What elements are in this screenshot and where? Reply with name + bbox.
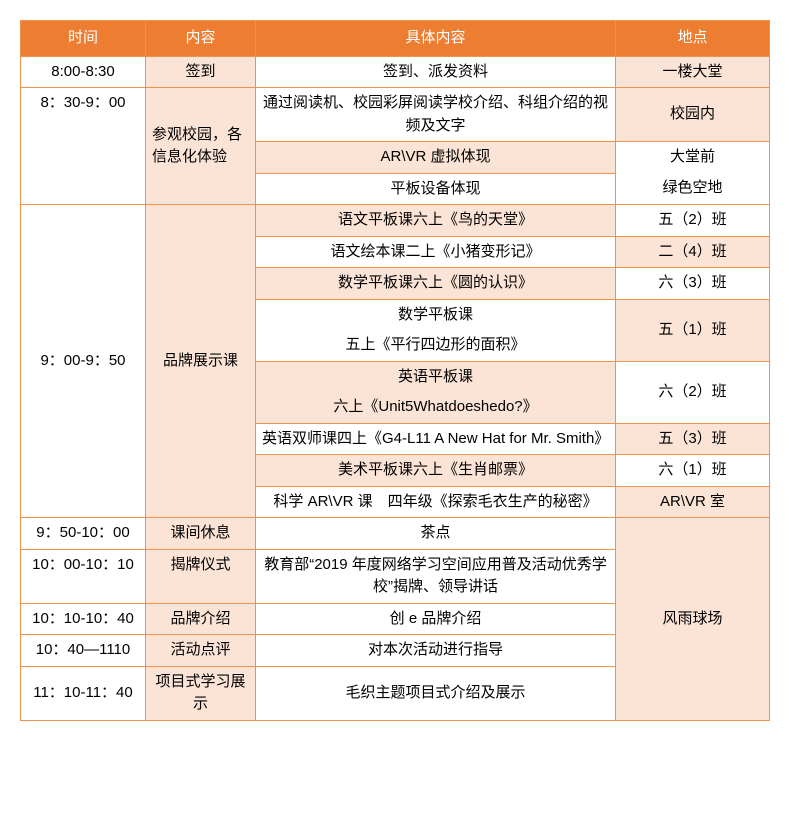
cell-detail: 对本次活动进行指导 <box>256 635 616 667</box>
cell-location: 六（2）班 <box>616 361 770 423</box>
cell-time: 8:00-8:30 <box>21 56 146 88</box>
cell-content: 揭牌仪式 <box>146 549 256 603</box>
cell-content: 品牌介绍 <box>146 603 256 635</box>
cell-location: AR\VR 室 <box>616 486 770 518</box>
cell-detail: 茶点 <box>256 518 616 550</box>
cell-location: 六（1）班 <box>616 455 770 487</box>
cell-detail: 美术平板课六上《生肖邮票》 <box>256 455 616 487</box>
cell-detail: 六上《Unit5Whatdoeshedo?》 <box>256 392 616 423</box>
cell-location: 二（4）班 <box>616 236 770 268</box>
table-row: 8:00-8:30 签到 签到、派发资料 一楼大堂 <box>21 56 770 88</box>
cell-detail: 语文平板课六上《鸟的天堂》 <box>256 205 616 237</box>
cell-detail: 创 e 品牌介绍 <box>256 603 616 635</box>
cell-detail: 英语双师课四上《G4-L11 A New Hat for Mr. Smith》 <box>256 423 616 455</box>
cell-time: 8：30-9：00 <box>21 88 146 205</box>
col-time: 时间 <box>21 21 146 57</box>
cell-location: 校园内 <box>616 88 770 142</box>
cell-content: 项目式学习展示 <box>146 666 256 720</box>
cell-detail: 英语平板课 <box>256 361 616 392</box>
cell-content: 参观校园，各信息化体验 <box>146 88 256 205</box>
header-row: 时间 内容 具体内容 地点 <box>21 21 770 57</box>
cell-detail: AR\VR 虚拟体现 <box>256 142 616 174</box>
col-content: 内容 <box>146 21 256 57</box>
cell-location: 五（2）班 <box>616 205 770 237</box>
table-row: 9：50-10：00 课间休息 茶点 风雨球场 <box>21 518 770 550</box>
cell-content: 签到 <box>146 56 256 88</box>
cell-detail: 五上《平行四边形的面积》 <box>256 330 616 361</box>
cell-location: 五（1）班 <box>616 299 770 361</box>
col-location: 地点 <box>616 21 770 57</box>
cell-time: 10：10-10：40 <box>21 603 146 635</box>
cell-location: 五（3）班 <box>616 423 770 455</box>
cell-detail: 教育部“2019 年度网络学习空间应用普及活动优秀学校”揭牌、领导讲话 <box>256 549 616 603</box>
table-row: 9：00-9：50 品牌展示课 语文平板课六上《鸟的天堂》 五（2）班 <box>21 205 770 237</box>
cell-detail: 语文绘本课二上《小猪变形记》 <box>256 236 616 268</box>
cell-time: 9：00-9：50 <box>21 205 146 518</box>
cell-location: 风雨球场 <box>616 518 770 721</box>
cell-time: 11：10-11：40 <box>21 666 146 720</box>
cell-detail: 数学平板课 <box>256 299 616 330</box>
cell-detail: 通过阅读机、校园彩屏阅读学校介绍、科组介绍的视频及文字 <box>256 88 616 142</box>
cell-time: 10：40—1110 <box>21 635 146 667</box>
cell-location: 六（3）班 <box>616 268 770 300</box>
col-detail: 具体内容 <box>256 21 616 57</box>
cell-location: 一楼大堂 <box>616 56 770 88</box>
cell-content: 课间休息 <box>146 518 256 550</box>
cell-location: 大堂前 <box>616 142 770 174</box>
cell-time: 9：50-10：00 <box>21 518 146 550</box>
table-row: 8：30-9：00 参观校园，各信息化体验 通过阅读机、校园彩屏阅读学校介绍、科… <box>21 88 770 142</box>
cell-content: 品牌展示课 <box>146 205 256 518</box>
cell-detail: 数学平板课六上《圆的认识》 <box>256 268 616 300</box>
schedule-table: 时间 内容 具体内容 地点 8:00-8:30 签到 签到、派发资料 一楼大堂 … <box>20 20 770 721</box>
cell-location: 绿色空地 <box>616 173 770 205</box>
cell-detail: 平板设备体现 <box>256 173 616 205</box>
cell-detail: 毛织主题项目式介绍及展示 <box>256 666 616 720</box>
cell-time: 10：00-10：10 <box>21 549 146 603</box>
cell-detail: 签到、派发资料 <box>256 56 616 88</box>
cell-content: 活动点评 <box>146 635 256 667</box>
cell-detail: 科学 AR\VR 课 四年级《探索毛衣生产的秘密》 <box>256 486 616 518</box>
